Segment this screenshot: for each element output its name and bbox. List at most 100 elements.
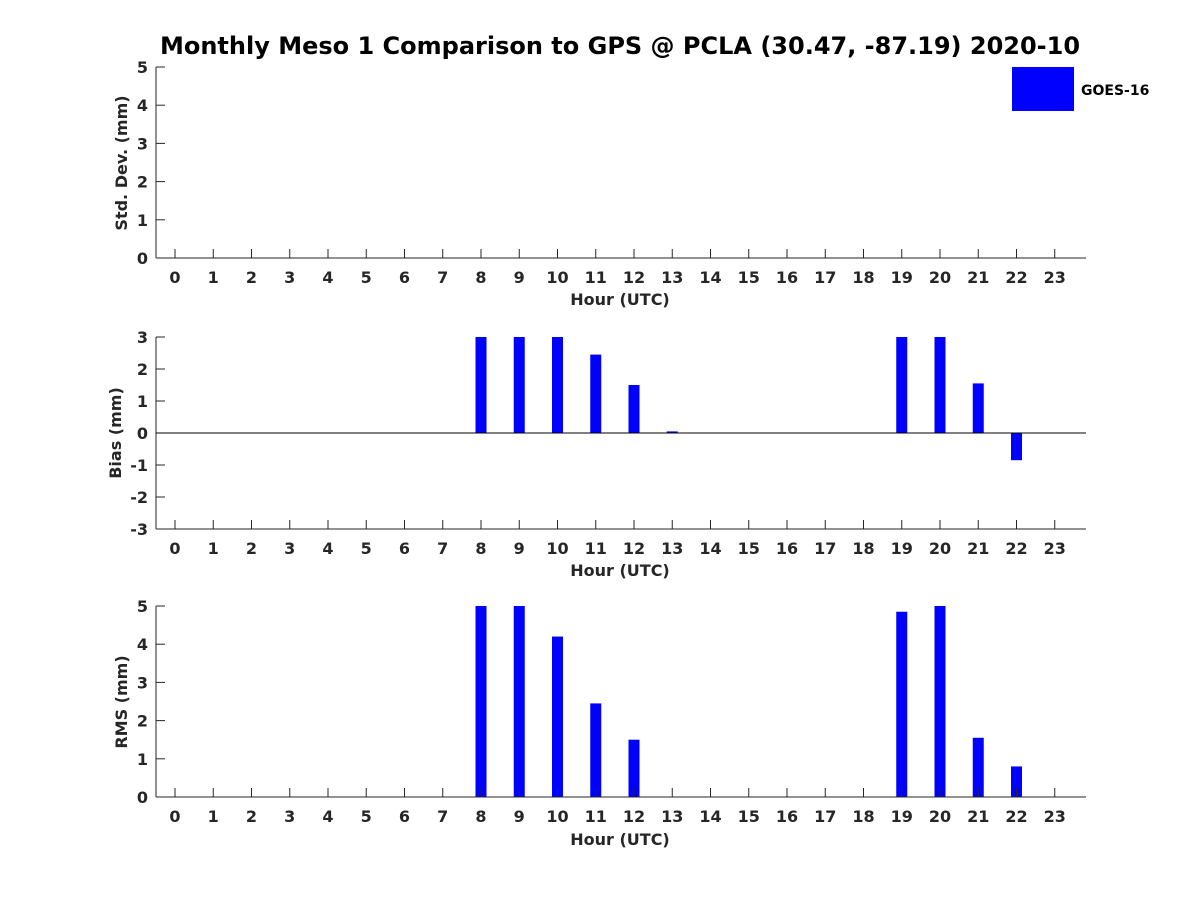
rms-x-tick-label: 16 <box>776 807 798 826</box>
std-dev-y-tick-label: 5 <box>137 58 148 77</box>
bias-x-tick-label: 20 <box>929 539 951 558</box>
std-dev-x-tick-label: 5 <box>361 268 372 287</box>
bias-x-tick-label: 11 <box>585 539 607 558</box>
std-dev-y-tick-label: 1 <box>137 211 148 230</box>
bias-x-tick-label: 14 <box>699 539 721 558</box>
bias-bar <box>934 337 946 433</box>
std-dev-x-tick-label: 0 <box>169 268 180 287</box>
bias-x-tick-label: 9 <box>514 539 525 558</box>
legend-label: GOES-16 <box>1081 83 1149 99</box>
std-dev-y-tick-label: 2 <box>137 173 148 192</box>
std-dev-x-tick-label: 23 <box>1044 268 1066 287</box>
bias-x-tick-label: 18 <box>852 539 874 558</box>
bias-x-tick-label: 23 <box>1044 539 1066 558</box>
std-dev-x-tick-label: 3 <box>284 268 295 287</box>
bias-x-tick-label: 22 <box>1005 539 1027 558</box>
rms-x-tick-label: 2 <box>246 807 257 826</box>
rms-y-tick-label: 0 <box>137 788 148 807</box>
bias-xlabel: Hour (UTC) <box>570 561 670 580</box>
rms-x-tick-label: 21 <box>967 807 989 826</box>
rms-bar <box>552 636 563 797</box>
rms-x-tick-label: 6 <box>399 807 410 826</box>
bias-bar <box>628 385 640 433</box>
std-dev-y-tick-label: 4 <box>137 96 148 115</box>
bias-bar <box>475 337 487 433</box>
bias-x-tick-label: 5 <box>361 539 372 558</box>
rms-y-tick-label: 4 <box>137 635 148 654</box>
rms-bar <box>1011 766 1022 797</box>
bias-x-tick-label: 13 <box>661 539 683 558</box>
rms-x-tick-label: 1 <box>208 807 219 826</box>
rms-x-tick-label: 20 <box>929 807 951 826</box>
rms-x-tick-label: 14 <box>699 807 721 826</box>
rms-x-tick-label: 10 <box>546 807 568 826</box>
std-dev-x-tick-label: 13 <box>661 268 683 287</box>
chart-title: Monthly Meso 1 Comparison to GPS @ PCLA … <box>160 32 1080 60</box>
rms-x-tick-label: 5 <box>361 807 372 826</box>
std-dev-x-tick-label: 11 <box>585 268 607 287</box>
rms-x-tick-label: 0 <box>169 807 180 826</box>
legend: GOES-16 <box>1012 67 1149 111</box>
std-dev-x-tick-label: 15 <box>738 268 760 287</box>
rms-x-tick-label: 15 <box>738 807 760 826</box>
rms-x-tick-label: 13 <box>661 807 683 826</box>
rms-x-tick-label: 11 <box>585 807 607 826</box>
bias-x-tick-label: 17 <box>814 539 836 558</box>
std-dev-x-tick-label: 21 <box>967 268 989 287</box>
rms-y-tick-label: 2 <box>137 712 148 731</box>
rms-x-tick-label: 18 <box>852 807 874 826</box>
std-dev-y-tick-label: 3 <box>137 134 148 153</box>
bias-x-tick-label: 12 <box>623 539 645 558</box>
std-dev-x-tick-label: 17 <box>814 268 836 287</box>
bias-bars <box>475 337 1022 461</box>
bias-bar <box>552 337 563 433</box>
std-dev-x-tick-label: 9 <box>514 268 525 287</box>
bias-y-tick-label: -1 <box>130 456 148 475</box>
rms-bar <box>475 606 487 797</box>
rms-x-tick-label: 4 <box>322 807 333 826</box>
bias-x-tick-label: 10 <box>546 539 568 558</box>
rms-x-tick-label: 19 <box>891 807 913 826</box>
bias-x-tick-label: 4 <box>322 539 333 558</box>
rms-x-tick-label: 23 <box>1044 807 1066 826</box>
bias-y-tick-label: 1 <box>137 392 148 411</box>
bias-y-tick-label: -3 <box>130 520 148 539</box>
bias-x-tick-label: 6 <box>399 539 410 558</box>
std-dev-x-tick-label: 12 <box>623 268 645 287</box>
rms-x-tick-label: 12 <box>623 807 645 826</box>
bias-x-tick-label: 15 <box>738 539 760 558</box>
std-dev-xlabel: Hour (UTC) <box>570 290 670 309</box>
rms-bar <box>513 606 525 797</box>
std-dev-ylabel: Std. Dev. (mm) <box>112 95 131 230</box>
bias-x-tick-label: 8 <box>475 539 486 558</box>
std-dev-x-tick-label: 14 <box>699 268 721 287</box>
std-dev-x-tick-label: 18 <box>852 268 874 287</box>
bias-x-tick-label: 2 <box>246 539 257 558</box>
bias-x-tick-label: 3 <box>284 539 295 558</box>
rms-bars <box>475 606 1022 797</box>
std-dev-x-tick-label: 19 <box>891 268 913 287</box>
bias-bar <box>513 337 525 433</box>
std-dev-x-tick-label: 7 <box>437 268 448 287</box>
bias-y-tick-label: 2 <box>137 360 148 379</box>
bias-x-tick-label: 7 <box>437 539 448 558</box>
bias-bar <box>590 354 602 433</box>
rms-ylabel: RMS (mm) <box>112 655 131 748</box>
rms-x-tick-label: 22 <box>1005 807 1027 826</box>
bias-y-tick-label: 0 <box>137 424 148 443</box>
bias-ylabel: Bias (mm) <box>106 387 125 479</box>
std-dev-y-tick-label: 0 <box>137 249 148 268</box>
bias-bar <box>1011 433 1022 461</box>
bias-bar <box>666 431 678 433</box>
std-dev-x-tick-label: 22 <box>1005 268 1027 287</box>
rms-y-tick-label: 1 <box>137 750 148 769</box>
rms-y-tick-label: 5 <box>137 597 148 616</box>
bias-y-tick-label: 3 <box>137 328 148 347</box>
rms-xlabel: Hour (UTC) <box>570 830 670 849</box>
